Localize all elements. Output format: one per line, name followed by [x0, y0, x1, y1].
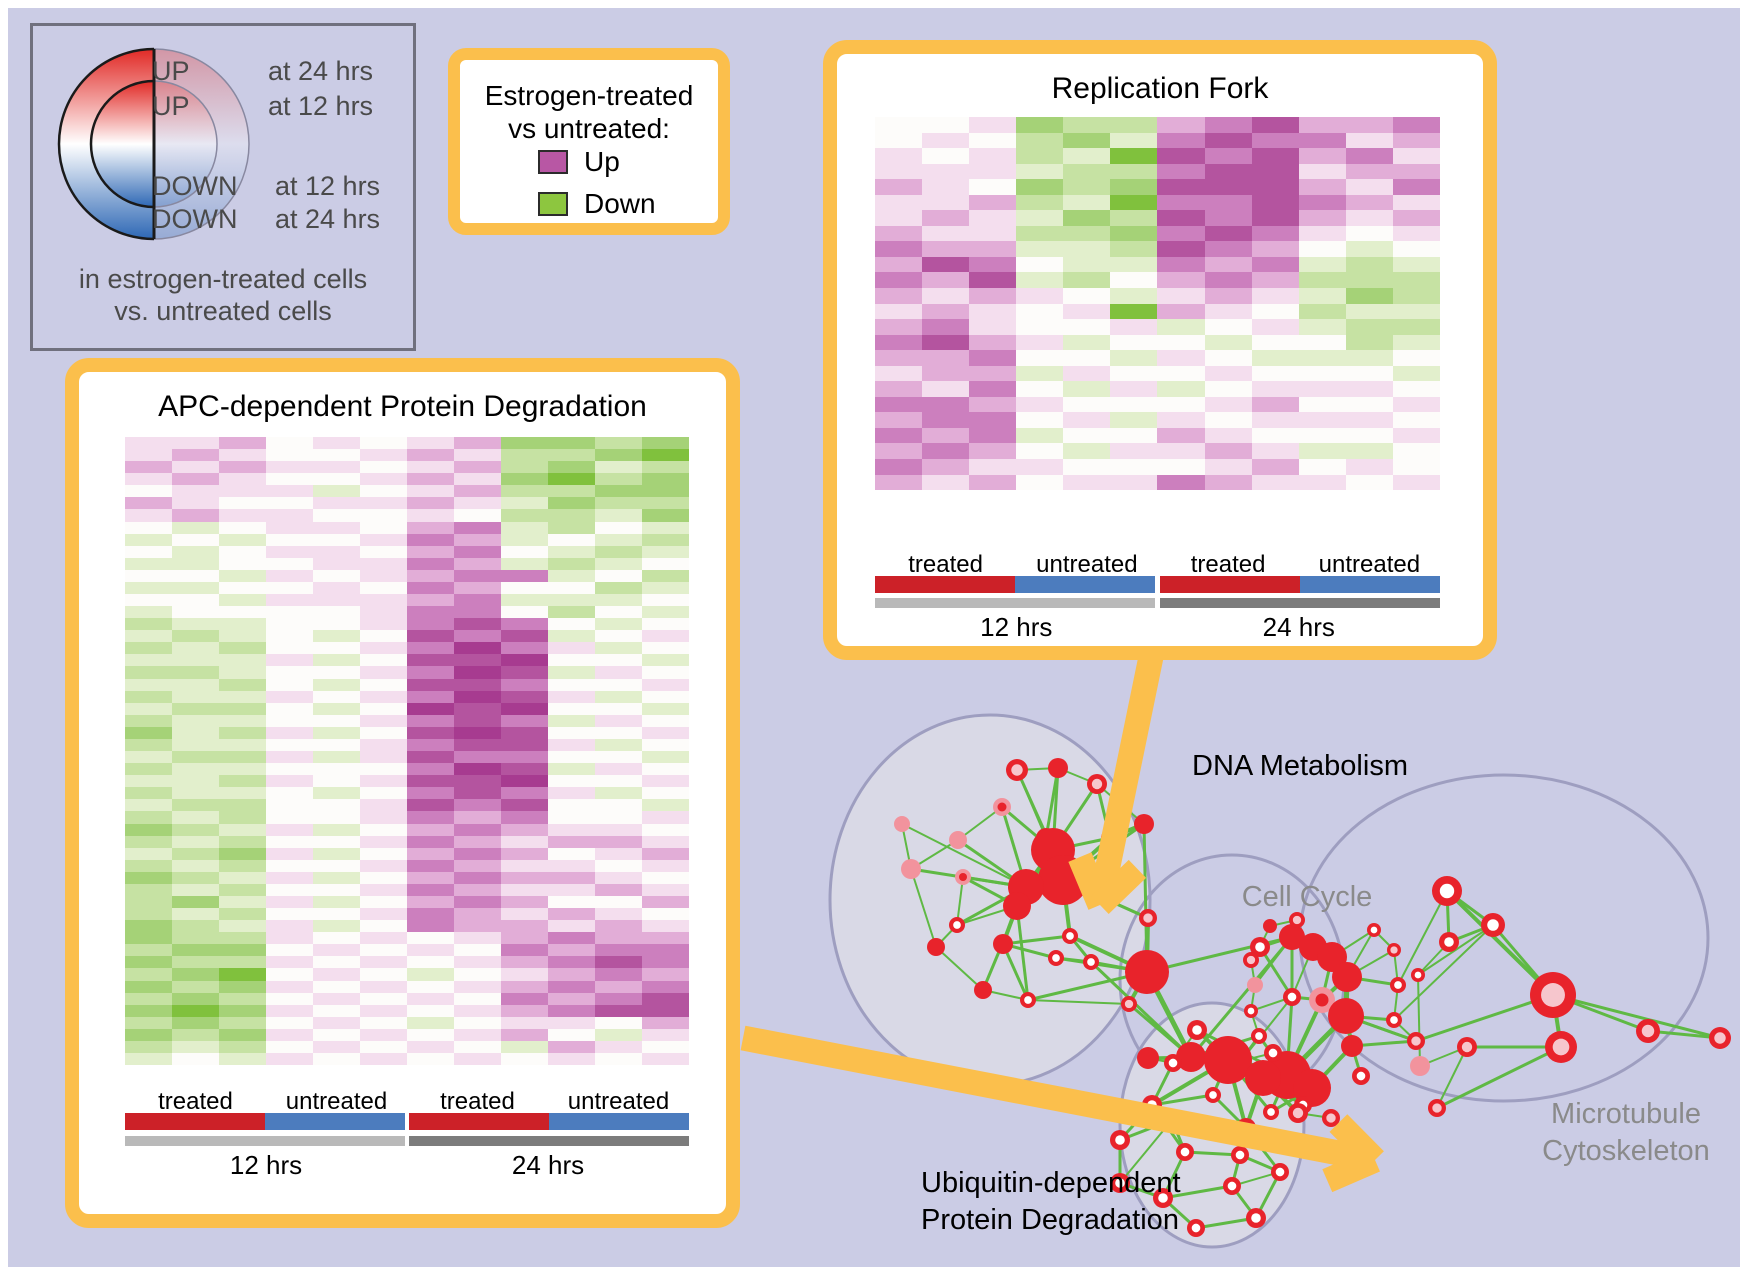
outer-right-outline [153, 48, 250, 240]
apc-group-label: untreated [567, 1088, 670, 1115]
apc-time-label: 24 hrs [511, 1150, 585, 1180]
down24-time: at 24 hrs [275, 204, 381, 234]
apc-group-label: treated [158, 1088, 233, 1115]
apc-time-bars [125, 1136, 689, 1146]
down-color-swatch [538, 192, 568, 216]
microtubule-label-line2: Cytoskeleton [1542, 1134, 1710, 1167]
up24-time: at 24 hrs [268, 56, 374, 86]
microtubule-cytoskeleton-label: Microtubule Cytoskeleton [1516, 1096, 1736, 1169]
apc-condition-bars [125, 1113, 689, 1130]
up24-label: UP [152, 56, 190, 86]
apc-degradation-heatmap [125, 437, 689, 1066]
ubiquitin-degradation-label: Ubiquitin-dependent Protein Degradation [921, 1165, 1181, 1238]
ubiquitin-label-line1: Ubiquitin-dependent [921, 1167, 1181, 1199]
rf-group-label: treated [908, 551, 983, 578]
down-label: Down [584, 188, 656, 219]
up-label: Up [584, 146, 620, 177]
rf-time-label: 12 hrs [980, 612, 1053, 642]
down12-time: at 12 hrs [275, 171, 381, 201]
inner-left-outline [89, 79, 155, 209]
outer-left-outline [57, 47, 155, 241]
down24-label: DOWN [152, 204, 238, 234]
replication-fork-panel: Replication Fork treated untreated treat… [823, 40, 1497, 660]
updown-circles-glyph [57, 47, 250, 241]
rf-time-label: 24 hrs [1262, 612, 1335, 642]
apc-time-label: 12 hrs [229, 1150, 303, 1180]
down12-label: DOWN [152, 171, 238, 201]
circle-legend-footer-2: vs. untreated cells [114, 296, 332, 326]
circle-legend-footer-1: in estrogen-treated cells [78, 264, 368, 294]
cell-cycle-label: Cell Cycle [1241, 881, 1373, 913]
rf-time-bars [875, 598, 1440, 608]
rf-group-label: treated [1190, 551, 1266, 578]
microtubule-label-line1: Microtubule [1551, 1098, 1701, 1130]
apc-group-label: treated [440, 1088, 515, 1115]
inner-left-half [91, 81, 154, 207]
inner-right-outline [153, 80, 218, 208]
apc-degradation-panel: APC-dependent Protein Degradation treate… [65, 358, 740, 1228]
inner-right-half [154, 81, 217, 207]
up12-time: at 12 hrs [268, 91, 374, 121]
rf-group-label: untreated [1036, 551, 1138, 578]
ubiquitin-label-line2: Protein Degradation [921, 1203, 1179, 1236]
replication-fork-heatmap [875, 117, 1440, 491]
estrogen-legend-box: Estrogen-treated vs untreated: Up Down [448, 48, 730, 235]
up-color-swatch [538, 150, 568, 174]
estrogen-legend-title-2: vs untreated: [508, 113, 670, 144]
rf-condition-bars [875, 576, 1440, 593]
up12-label: UP [152, 91, 190, 121]
apc-group-label: untreated [285, 1088, 388, 1115]
replication-fork-title: Replication Fork [1051, 72, 1269, 105]
estrogen-legend-title-1: Estrogen-treated [484, 80, 694, 111]
dna-metabolism-label: DNA Metabolism [1192, 750, 1408, 782]
rf-group-label: untreated [1318, 551, 1421, 578]
apc-degradation-title: APC-dependent Protein Degradation [158, 390, 647, 423]
updown-circle-legend-box: UP at 24 hrs UP at 12 hrs DOWN at 12 hrs… [30, 23, 416, 351]
